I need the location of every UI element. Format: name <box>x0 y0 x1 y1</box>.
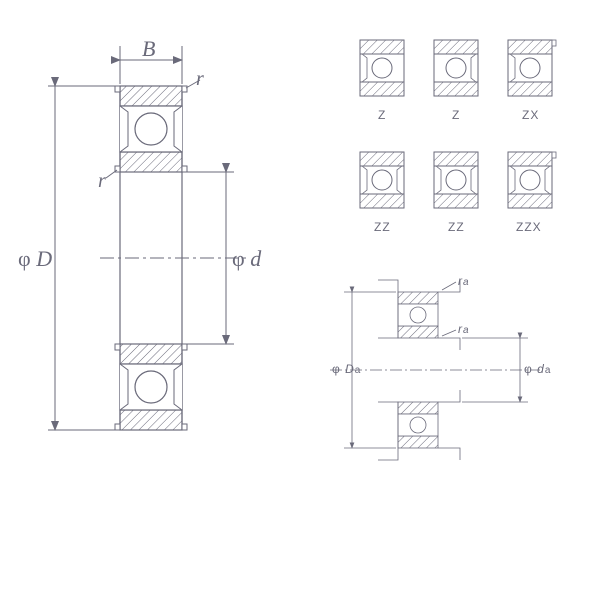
label-da: φ da <box>524 362 551 376</box>
label-ra2: ra <box>458 322 470 336</box>
secondary-section-drawing <box>0 0 600 600</box>
label-ra1: ra <box>458 274 470 288</box>
label-Da: φ Da <box>332 362 361 376</box>
diagram-page: B φ φ DD φ d r r <box>0 0 600 600</box>
